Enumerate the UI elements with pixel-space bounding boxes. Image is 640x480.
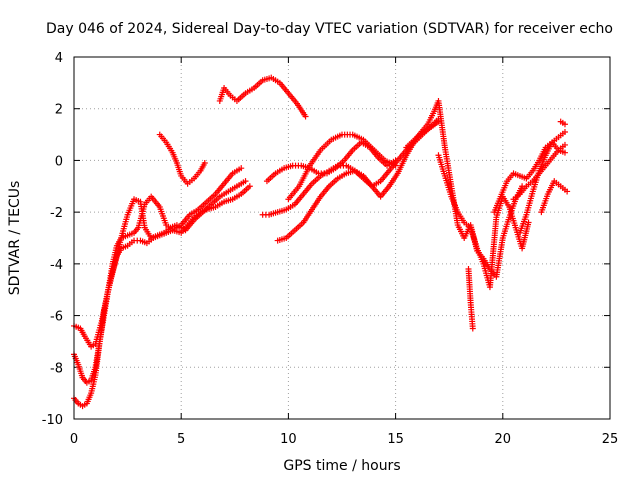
- data-point: [561, 121, 568, 128]
- plot-frame: [73, 56, 611, 420]
- series-track-o: [516, 128, 568, 236]
- series-track-j: [403, 97, 526, 280]
- y-axis-label: SDTVAR / TECUs: [7, 181, 23, 296]
- series-track-i: [285, 131, 399, 203]
- series-track-k: [435, 152, 532, 291]
- series-track-e: [216, 74, 309, 120]
- x-tick-label: 10: [280, 432, 297, 447]
- y-tick-label: -10: [42, 413, 63, 428]
- y-tick-label: -6: [50, 310, 63, 325]
- y-tick-label: 0: [55, 154, 63, 169]
- x-tick-label: 25: [602, 432, 619, 447]
- chart-title: Day 046 of 2024, Sidereal Day-to-day VTE…: [46, 21, 613, 37]
- x-tick-label: 5: [177, 432, 185, 447]
- series-track-l: [465, 266, 476, 332]
- data-point: [561, 149, 568, 156]
- data-point: [302, 113, 309, 120]
- data-point: [561, 128, 568, 135]
- tick-labels: 0 5 10 15 20 25 -10 -8 -6 -4 -2 0 2 4: [42, 51, 619, 447]
- x-tick-label: 20: [495, 432, 512, 447]
- series-track-h: [263, 139, 399, 185]
- x-tick-label: 15: [387, 432, 404, 447]
- data-point: [201, 160, 208, 167]
- data-point: [561, 141, 568, 148]
- series-track-c: [71, 183, 253, 410]
- data-point: [246, 183, 253, 190]
- series-track-d: [156, 131, 208, 187]
- data-point: [469, 325, 476, 332]
- data-point: [525, 219, 532, 226]
- y-tick-label: -4: [50, 258, 63, 273]
- data-point: [392, 157, 399, 164]
- data-points: [71, 74, 571, 410]
- data-point: [238, 165, 245, 172]
- y-tick-label: 4: [55, 51, 63, 66]
- x-tick-label: 0: [70, 432, 78, 447]
- x-axis-label: GPS time / hours: [283, 458, 400, 474]
- series-track-q: [557, 118, 568, 128]
- data-point: [392, 162, 399, 169]
- data-point: [564, 188, 571, 195]
- data-point: [242, 178, 249, 185]
- series-track-p: [538, 178, 571, 216]
- y-tick-label: -2: [50, 206, 63, 221]
- y-tick-label: 2: [55, 103, 63, 118]
- y-tick-label: -8: [50, 361, 63, 376]
